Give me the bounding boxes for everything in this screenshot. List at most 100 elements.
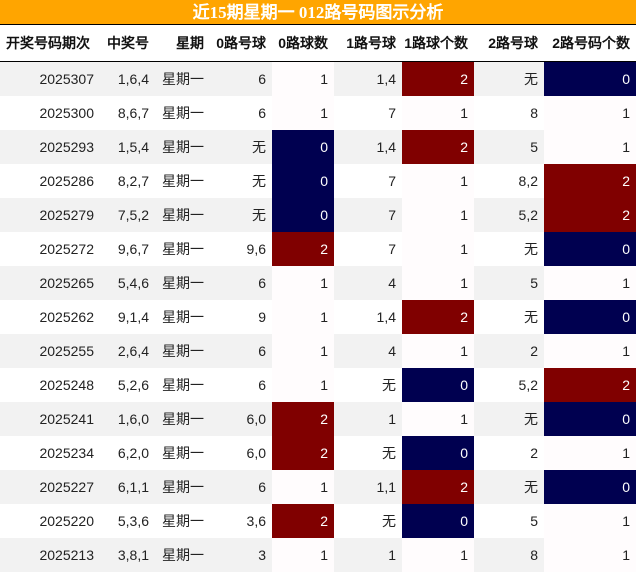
cell-road2-balls: 无 — [474, 470, 544, 504]
cell-numbers: 1,5,4 — [100, 130, 155, 164]
cell-road0-balls: 6 — [258, 377, 266, 393]
cell-road2-balls: 2 — [530, 445, 538, 461]
cell-numbers: 9,1,4 — [117, 309, 149, 325]
header-weekday: 星期 — [155, 25, 210, 62]
cell-road0-balls: 6,0 — [246, 445, 266, 461]
cell-road0-count: 1 — [272, 61, 334, 96]
cell-road1-balls: 1,1 — [334, 470, 402, 504]
cell-weekday: 星期一 — [162, 105, 204, 121]
header-issue: 开奖号码期次 — [0, 25, 100, 62]
cell-weekday: 星期一 — [155, 198, 210, 232]
cell-road0-count: 2 — [272, 436, 334, 470]
cell-road1-count: 1 — [402, 198, 474, 232]
header-road1-balls: 1路号球 — [334, 25, 402, 62]
header-row: 开奖号码期次 中奖号 星期 0路号球 0路球数 1路号球 1路球个数 2路号球 2路号码个数 — [0, 25, 636, 62]
cell-road2-count: 2 — [544, 198, 636, 232]
cell-road1-balls: 7 — [388, 105, 396, 121]
cell-issue: 2025234 — [39, 445, 94, 461]
table-row: 2025279 7,5,2 星期一无 0 7 1 5,2 2 — [0, 198, 636, 232]
cell-road2-count: 0 — [544, 470, 636, 504]
header-numbers: 中奖号 — [100, 25, 155, 62]
cell-weekday: 星期一 — [162, 309, 204, 325]
table-row: 2025213 3,8,1 星期一 3 1 1 1 8 1 — [0, 538, 636, 572]
cell-road0-count: 0 — [272, 198, 334, 232]
cell-road1-balls: 7 — [388, 241, 396, 257]
cell-road2-balls: 无 — [524, 241, 538, 257]
cell-road2-balls: 无 — [524, 309, 538, 325]
cell-numbers: 1,6,0 — [100, 402, 155, 436]
cell-road2-count: 1 — [544, 436, 636, 470]
cell-road1-count: 1 — [402, 334, 474, 368]
cell-road2-balls: 5,2 — [518, 377, 538, 393]
cell-road1-balls: 4 — [334, 266, 402, 300]
cell-weekday: 星期一 — [155, 470, 210, 504]
cell-weekday: 星期一 — [155, 61, 210, 96]
table-row: 2025272 9,6,7 星期一 9,6 2 7 1 无 0 — [0, 232, 636, 266]
cell-road1-count: 0 — [402, 504, 474, 538]
cell-weekday: 星期一 — [155, 402, 210, 436]
cell-road1-count: 1 — [402, 402, 474, 436]
cell-road2-balls: 8 — [530, 105, 538, 121]
cell-numbers: 8,2,7 — [117, 173, 149, 189]
cell-numbers: 5,3,6 — [117, 513, 149, 529]
table-row: 2025227 6,1,1 星期一 6 1 1,1 2 无 0 — [0, 470, 636, 504]
cell-road2-count: 1 — [544, 334, 636, 368]
table-row: 2025307 1,6,4 星期一 6 1 1,4 2 无 0 — [0, 61, 636, 96]
cell-road0-count: 2 — [272, 232, 334, 266]
cell-road2-count: 0 — [544, 300, 636, 334]
cell-road1-balls: 无 — [382, 377, 396, 393]
cell-issue: 2025300 — [39, 105, 94, 121]
cell-issue: 2025307 — [0, 61, 100, 96]
cell-road0-balls: 9 — [258, 309, 266, 325]
cell-weekday: 星期一 — [155, 130, 210, 164]
header-road0-balls: 0路号球 — [210, 25, 272, 62]
header-road0-count: 0路球数 — [272, 25, 334, 62]
cell-road2-count: 1 — [544, 538, 636, 572]
table-row: 2025255 2,6,4 星期一 6 1 4 1 2 1 — [0, 334, 636, 368]
cell-numbers: 3,8,1 — [100, 538, 155, 572]
cell-weekday: 星期一 — [155, 334, 210, 368]
cell-numbers: 8,6,7 — [117, 105, 149, 121]
cell-issue: 2025262 — [39, 309, 94, 325]
cell-issue: 2025220 — [39, 513, 94, 529]
cell-road1-balls: 4 — [334, 334, 402, 368]
cell-weekday: 星期一 — [162, 513, 204, 529]
cell-numbers: 9,6,7 — [117, 241, 149, 257]
cell-road1-balls: 1,4 — [334, 130, 402, 164]
cell-road0-count: 0 — [272, 164, 334, 198]
cell-road0-count: 0 — [272, 130, 334, 164]
cell-road1-count: 1 — [402, 538, 474, 572]
cell-road2-count: 2 — [544, 368, 636, 402]
cell-weekday: 星期一 — [162, 241, 204, 257]
cell-road0-balls: 无 — [210, 198, 272, 232]
cell-road2-balls: 5 — [474, 130, 544, 164]
cell-road0-count: 1 — [272, 334, 334, 368]
cell-numbers: 1,6,4 — [100, 61, 155, 96]
cell-road0-count: 1 — [272, 300, 334, 334]
cell-numbers: 2,6,4 — [100, 334, 155, 368]
cell-numbers: 6,1,1 — [100, 470, 155, 504]
header-road1-count: 1路球个数 — [402, 25, 474, 62]
table-row: 2025220 5,3,6 星期一 3,6 2 无 0 5 1 — [0, 504, 636, 538]
table-row: 2025262 9,1,4 星期一 9 1 1,4 2 无 0 — [0, 300, 636, 334]
cell-road0-balls: 6 — [210, 266, 272, 300]
cell-road0-balls: 3 — [210, 538, 272, 572]
cell-weekday: 星期一 — [162, 377, 204, 393]
cell-road2-count: 1 — [544, 504, 636, 538]
cell-numbers: 7,5,2 — [100, 198, 155, 232]
cell-road2-balls: 无 — [474, 61, 544, 96]
cell-issue: 2025265 — [0, 266, 100, 300]
cell-road1-balls: 7 — [388, 173, 396, 189]
cell-road1-count: 1 — [402, 266, 474, 300]
cell-issue: 2025293 — [0, 130, 100, 164]
cell-issue: 2025255 — [0, 334, 100, 368]
cell-issue: 2025272 — [39, 241, 94, 257]
cell-issue: 2025248 — [39, 377, 94, 393]
cell-road1-balls: 1,4 — [334, 61, 402, 96]
cell-road2-count: 0 — [544, 61, 636, 96]
table-row: 2025300 8,6,7 星期一 6 1 7 1 8 1 — [0, 96, 636, 130]
cell-road1-count: 0 — [402, 368, 474, 402]
cell-road2-count: 0 — [544, 232, 636, 266]
cell-numbers: 5,2,6 — [117, 377, 149, 393]
cell-road0-balls: 无 — [252, 173, 266, 189]
